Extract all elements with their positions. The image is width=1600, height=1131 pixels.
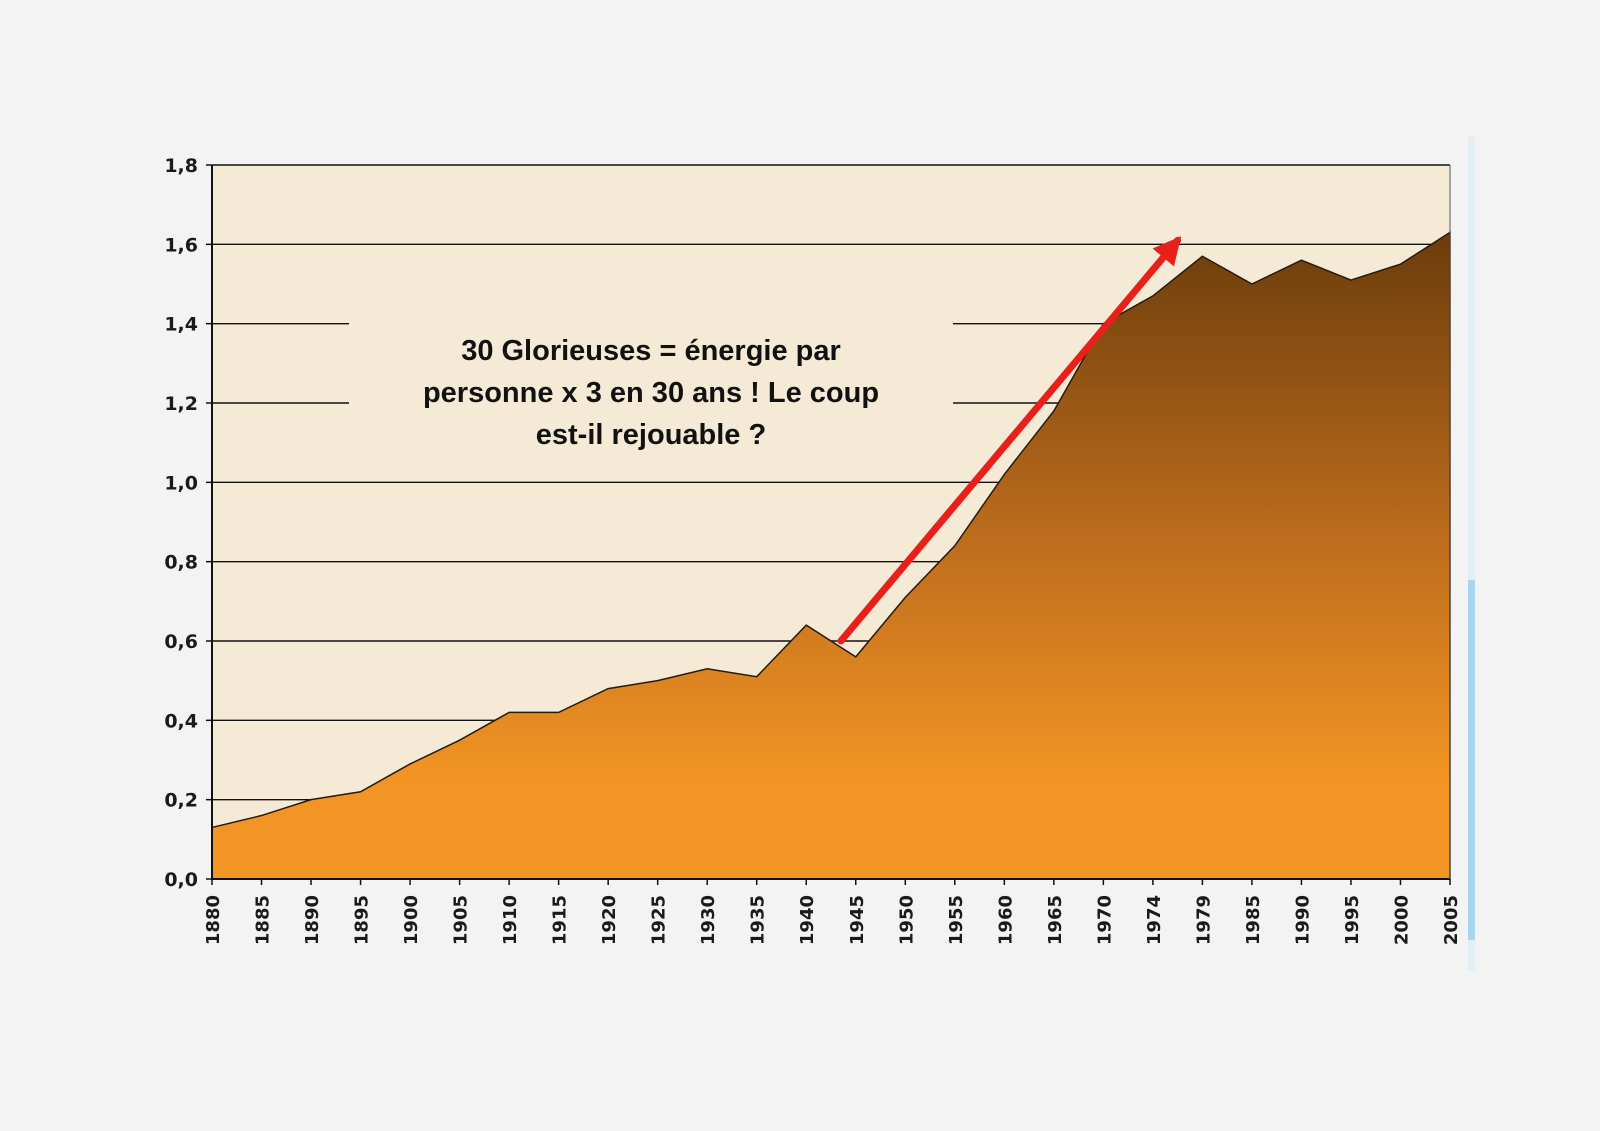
y-tick-label: 1,4 [164,314,198,336]
x-tick-label: 1940 [797,895,818,945]
y-tick-label: 0,4 [164,710,198,732]
y-tick-label: 0,6 [164,631,198,653]
x-tick-label: 2005 [1441,895,1462,945]
annotation-box [349,323,953,457]
x-tick-label: 1955 [946,895,967,945]
annotation-text-line: personne x 3 en 30 ans ! Le coup [423,377,879,409]
x-tick-label: 1890 [302,895,323,945]
x-tick-label: 1900 [401,895,422,945]
x-tick-label: 2000 [1391,895,1412,945]
x-tick-label: 1995 [1342,895,1363,945]
y-tick-label: 1,6 [164,234,198,256]
x-tick-label: 1974 [1144,895,1165,945]
x-tick-label: 1915 [550,895,571,945]
x-tick-label: 1895 [352,895,373,945]
y-tick-label: 0,8 [164,552,198,574]
x-tick-label: 1925 [649,895,670,945]
x-tick-label: 1970 [1094,895,1115,945]
x-tick-label: 1910 [500,895,521,945]
x-tick-label: 1960 [995,895,1016,945]
trend-arrow [837,236,1182,645]
x-tick-label: 1935 [748,895,769,945]
x-tick-label: 1885 [253,895,274,945]
x-tick-label: 1920 [599,895,620,945]
annotation-text-line: 30 Glorieuses = énergie par [461,335,841,367]
x-tick-label: 1979 [1193,895,1214,945]
area-series [211,231,1451,880]
x-tick-label: 1905 [451,895,472,945]
y-tick-label: 0,2 [164,790,198,812]
y-tick-label: 1,2 [164,393,198,415]
x-tick-label: 1930 [698,895,719,945]
y-tick-label: 1,0 [164,472,198,494]
x-tick-label: 1985 [1243,895,1264,945]
x-tick-label: 1880 [203,895,224,945]
right-edge-strip [1468,135,1475,970]
x-tick-label: 1965 [1045,895,1066,945]
right-edge-strip-accent [1468,580,1475,940]
annotation-text-line: est-il rejouable ? [536,419,766,451]
x-tick-label: 1990 [1292,895,1313,945]
x-tick-label: 1945 [847,895,868,945]
y-tick-label: 1,8 [164,155,198,177]
x-tick-label: 1950 [896,895,917,945]
y-tick-label: 0,0 [164,869,198,891]
